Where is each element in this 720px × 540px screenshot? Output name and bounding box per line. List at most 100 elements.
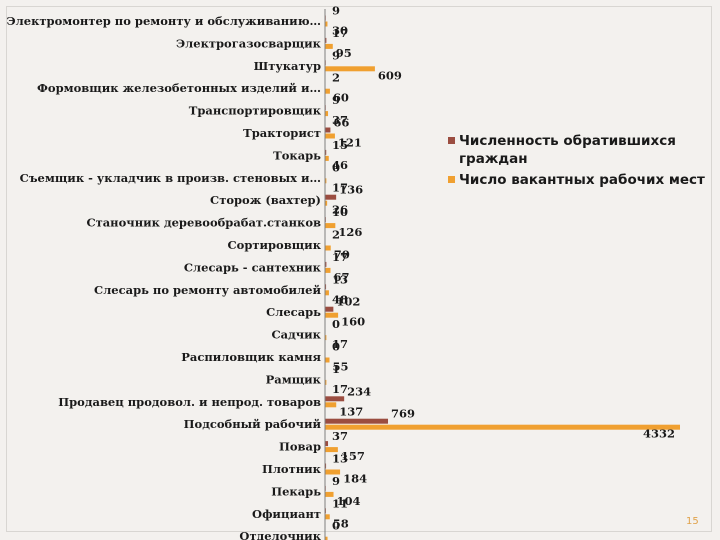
category-label: Распиловщик камня bbox=[181, 350, 321, 364]
bar-vacancies bbox=[325, 514, 330, 520]
bar-vacancies bbox=[325, 402, 337, 408]
category-label: Съемщик - укладчик в произв. стеновых и… bbox=[20, 171, 321, 185]
value-label-applicants: 9 bbox=[332, 4, 340, 18]
category-label: Электромонтер по ремонту и обслуживанию… bbox=[7, 14, 321, 28]
legend-label-applicants: Численность обратившихся граждан bbox=[459, 133, 676, 167]
bar-vacancies bbox=[325, 178, 327, 184]
bar-vacancies bbox=[325, 223, 336, 229]
bar-applicants bbox=[325, 37, 327, 43]
bar-vacancies bbox=[325, 200, 328, 206]
bar-applicants bbox=[325, 149, 327, 155]
category-label: Слесарь по ремонту автомобилей bbox=[94, 283, 321, 297]
bar-vacancies bbox=[325, 424, 680, 430]
value-label-applicants: 136 bbox=[339, 183, 363, 197]
category-label: Плотник bbox=[262, 462, 322, 476]
value-label-vacancies: 31 bbox=[332, 539, 348, 540]
value-label-vacancies: 46 bbox=[332, 158, 348, 172]
category-label: Электрогазосварщик bbox=[176, 36, 322, 50]
value-label-applicants: 17 bbox=[332, 250, 348, 264]
value-label-applicants: 2 bbox=[332, 228, 340, 242]
bar-vacancies bbox=[325, 290, 329, 296]
value-label-applicants: 1 bbox=[332, 362, 340, 376]
bar-vacancies bbox=[325, 357, 330, 363]
legend-swatch-applicants bbox=[448, 137, 455, 144]
bar-vacancies bbox=[325, 469, 341, 475]
bar-vacancies bbox=[325, 267, 331, 273]
legend: Численность обратившихся граждан Число вак… bbox=[448, 133, 705, 188]
category-label: Станочник деревообрабат.станков bbox=[86, 216, 321, 230]
value-label-vacancies: 609 bbox=[378, 68, 402, 82]
value-label-applicants: 13 bbox=[332, 452, 348, 466]
value-label-vacancies: 30 bbox=[332, 24, 348, 38]
value-label-applicants: 13 bbox=[332, 272, 348, 286]
value-label-applicants: 234 bbox=[347, 384, 371, 398]
category-label: Садчик bbox=[271, 328, 321, 342]
value-label-vacancies: 160 bbox=[341, 315, 365, 329]
legend-swatch-vacancies bbox=[448, 176, 455, 183]
category-label: Пекарь bbox=[271, 484, 321, 498]
category-label: Формовщик железобетонных изделий и… bbox=[37, 81, 321, 95]
value-label-applicants: 10 bbox=[332, 205, 348, 219]
bar-vacancies bbox=[325, 312, 339, 318]
bar-vacancies bbox=[325, 155, 329, 161]
value-label-vacancies: 4332 bbox=[643, 427, 675, 441]
bar-applicants bbox=[325, 418, 389, 424]
value-label-vacancies: 126 bbox=[338, 225, 362, 239]
value-label-vacancies: 157 bbox=[341, 449, 365, 463]
category-label: Тракторист bbox=[243, 126, 321, 140]
category-label: Транспортировщик bbox=[189, 104, 322, 118]
value-label-applicants: 9 bbox=[332, 93, 340, 107]
value-label-applicants: 15 bbox=[332, 138, 348, 152]
bar-vacancies bbox=[325, 491, 334, 497]
value-label-applicants: 102 bbox=[336, 295, 360, 309]
bar-applicants bbox=[325, 441, 329, 447]
bar-vacancies bbox=[325, 447, 338, 453]
bar-vacancies bbox=[325, 335, 327, 341]
value-label-applicants: 0 bbox=[332, 160, 340, 174]
value-label-applicants: 9 bbox=[332, 48, 340, 62]
category-label: Отделочник bbox=[239, 529, 321, 540]
value-label-applicants: 0 bbox=[332, 317, 340, 331]
bar-vacancies bbox=[325, 111, 329, 117]
value-label-applicants: 2 bbox=[332, 71, 340, 85]
value-label-vacancies: 17 bbox=[332, 180, 348, 194]
bar-applicants bbox=[325, 261, 327, 267]
value-label-applicants: 17 bbox=[332, 26, 348, 40]
value-label-applicants: 0 bbox=[332, 340, 340, 354]
category-label: Слесарь - сантехник bbox=[184, 260, 322, 274]
value-label-vacancies: 121 bbox=[338, 136, 362, 150]
value-label-vacancies: 58 bbox=[333, 516, 349, 530]
value-label-applicants: 66 bbox=[333, 116, 349, 130]
value-label-vacancies: 17 bbox=[332, 337, 348, 351]
value-label-vacancies: 37 bbox=[332, 113, 348, 127]
category-label: Повар bbox=[279, 440, 321, 454]
bar-applicants bbox=[325, 194, 337, 200]
bar-applicants bbox=[325, 306, 334, 312]
category-label: Штукатур bbox=[254, 59, 321, 73]
bar-applicants bbox=[325, 284, 327, 290]
value-label-vacancies: 26 bbox=[332, 203, 348, 217]
category-label: Сортировщик bbox=[228, 238, 322, 252]
value-label-vacancies: 60 bbox=[333, 91, 349, 105]
value-label-applicants: 9 bbox=[332, 474, 340, 488]
value-label-vacancies: 17 bbox=[332, 382, 348, 396]
slide-frame bbox=[6, 6, 712, 532]
value-label-vacancies: 184 bbox=[343, 472, 367, 486]
value-label-applicants: 0 bbox=[332, 519, 340, 533]
bar-applicants bbox=[325, 396, 345, 402]
value-label-vacancies: 55 bbox=[333, 360, 349, 374]
bar-vacancies bbox=[325, 245, 331, 251]
value-label-vacancies: 95 bbox=[336, 46, 352, 60]
value-label-vacancies: 104 bbox=[337, 494, 361, 508]
page-number: 15 bbox=[686, 516, 699, 527]
value-label-vacancies: 67 bbox=[333, 270, 349, 284]
bar-vacancies bbox=[325, 66, 375, 72]
bar-applicants bbox=[325, 127, 331, 133]
bar-applicants bbox=[325, 463, 327, 469]
category-label: Подсобный рабочий bbox=[184, 417, 322, 431]
bar-vacancies bbox=[325, 133, 335, 139]
value-label-applicants: 11 bbox=[332, 496, 348, 510]
value-label-applicants: 769 bbox=[391, 407, 415, 421]
